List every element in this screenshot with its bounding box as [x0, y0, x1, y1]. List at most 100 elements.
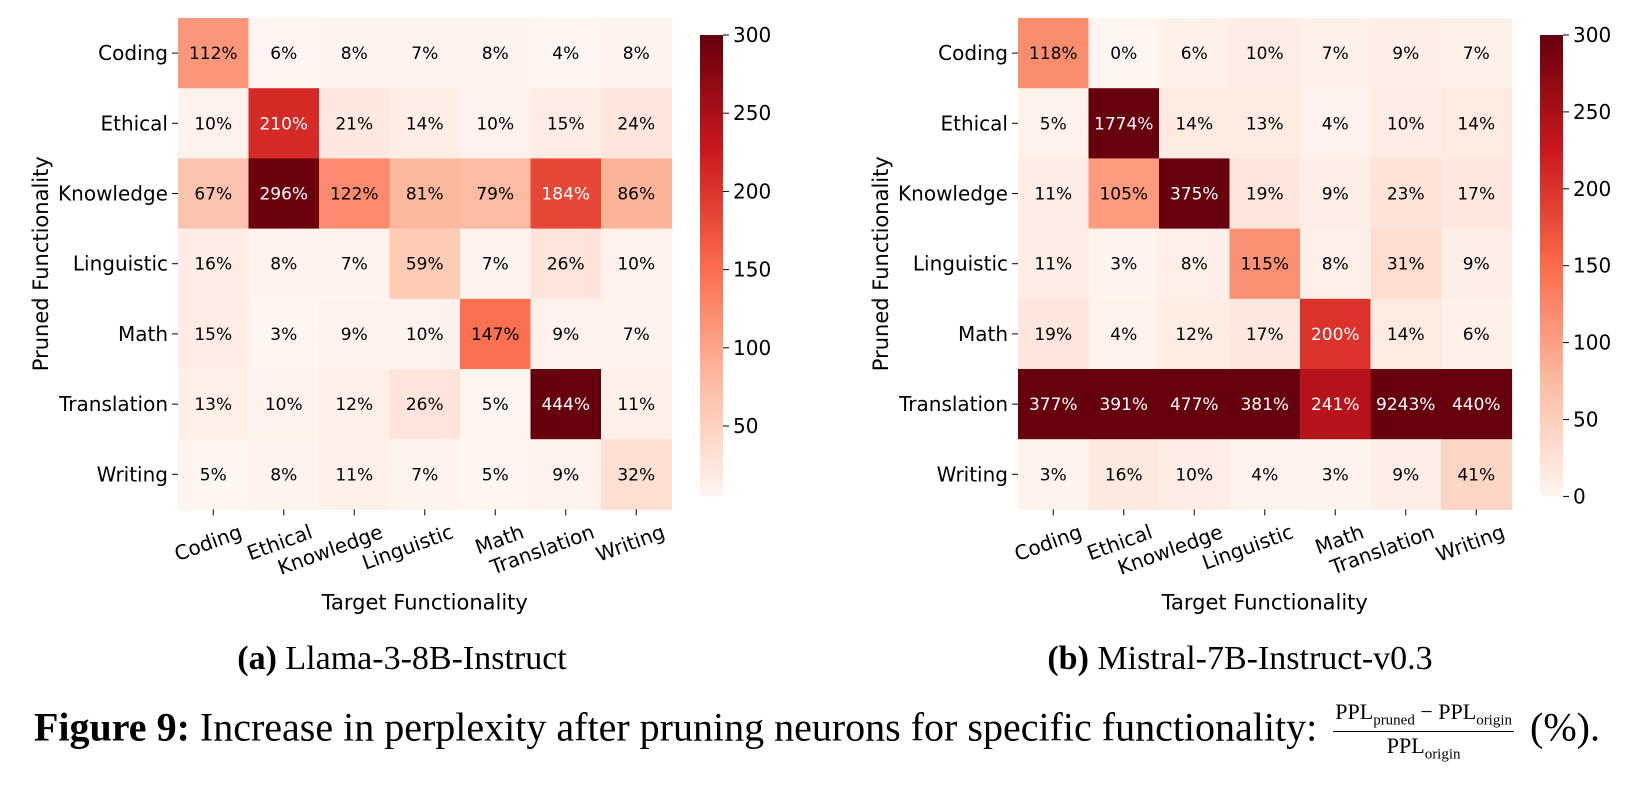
cell-value-label: 9%	[1392, 465, 1419, 485]
heatmap-cell	[389, 298, 461, 370]
heatmap-cell	[389, 88, 461, 159]
cell-value-label: 16%	[194, 255, 232, 275]
cell-value-label: 4%	[1322, 114, 1349, 134]
heatmap-cell	[460, 88, 532, 159]
colorbar-tick-label: 300	[1573, 23, 1611, 47]
heatmap-cell	[319, 369, 391, 440]
cell-value-label: 14%	[1457, 114, 1495, 134]
heatmap-cell	[248, 88, 320, 159]
cell-value-label: 8%	[482, 44, 509, 64]
heatmap-cell	[601, 228, 673, 300]
heatmap-cell	[1018, 439, 1090, 510]
caption-suffix: (%).	[1530, 704, 1600, 750]
cell-value-label: 5%	[482, 465, 509, 485]
heatmap-cell	[178, 228, 250, 300]
cell-value-label: 26%	[547, 255, 585, 275]
cell-value-label: 440%	[1452, 395, 1501, 415]
cell-value-label: 241%	[1311, 395, 1360, 415]
cell-value-label: 3%	[1040, 465, 1067, 485]
y-tick-label: Coding	[98, 41, 168, 65]
cell-value-label: 67%	[194, 185, 232, 205]
cell-value-label: 4%	[1110, 325, 1137, 345]
heatmap-cell	[1018, 228, 1090, 300]
heatmap-cell	[319, 18, 391, 89]
cell-value-label: 15%	[547, 114, 585, 134]
cell-value-label: 13%	[1246, 114, 1284, 134]
heatmap-cell	[460, 18, 532, 89]
colorbar-tick-label: 150	[733, 258, 771, 282]
heatmap-cell	[1441, 88, 1513, 159]
heatmap-b: 118% 0% 6% 10% 7% 9% 7% 5% 1774% 14% 13% 4% 10% 14% 11…	[869, 18, 1611, 614]
x-axis-label: Target Functionality	[321, 590, 528, 614]
heatmap-cell	[601, 298, 673, 370]
cell-value-label: 9%	[552, 325, 579, 345]
cell-value-label: 8%	[623, 44, 650, 64]
heatmap-cell	[1300, 298, 1372, 370]
heatmap-cell	[530, 18, 602, 89]
heatmap-cell	[1229, 88, 1301, 159]
cell-value-label: 9%	[552, 465, 579, 485]
cell-value-label: 375%	[1170, 185, 1219, 205]
cell-value-label: 9%	[1463, 255, 1490, 275]
cell-value-label: 0%	[1110, 44, 1137, 64]
cell-value-label: 5%	[200, 465, 227, 485]
cell-value-label: 112%	[189, 44, 238, 64]
subcaption-a-label: (a)	[237, 640, 277, 677]
heatmap-cell	[178, 18, 250, 89]
y-tick-label: Coding	[938, 41, 1008, 65]
cell-value-label: 7%	[1463, 44, 1490, 64]
heatmap-cell	[1018, 369, 1090, 440]
cell-value-label: 381%	[1240, 395, 1289, 415]
colorbar-tick-label: 50	[733, 414, 758, 438]
heatmap-cell	[1088, 228, 1160, 300]
heatmap-cell	[319, 298, 391, 370]
cell-value-label: 11%	[1034, 255, 1072, 275]
heatmap-cell	[319, 158, 391, 230]
heatmap-cell	[1370, 18, 1442, 89]
y-tick-label: Ethical	[100, 111, 168, 135]
heatmap-cell	[1088, 439, 1160, 510]
heatmap-cell	[1159, 158, 1231, 230]
heatmap-cell	[1300, 369, 1372, 440]
cell-value-label: 15%	[194, 325, 232, 345]
cell-value-label: 9%	[341, 325, 368, 345]
cell-value-label: 17%	[1246, 325, 1284, 345]
heatmap-cell	[389, 439, 461, 510]
cell-value-label: 31%	[1387, 255, 1425, 275]
heatmap-cell	[460, 369, 532, 440]
cell-value-label: 11%	[335, 465, 373, 485]
cell-value-label: 7%	[411, 44, 438, 64]
heatmap-cell	[1441, 439, 1513, 510]
heatmap-cell	[1300, 88, 1372, 159]
cell-value-label: 10%	[1387, 114, 1425, 134]
colorbar-tick-label: 200	[733, 179, 771, 203]
cell-value-label: 6%	[270, 44, 297, 64]
heatmap-cell	[1088, 18, 1160, 89]
colorbar	[700, 35, 723, 497]
heatmap-cell	[1370, 88, 1442, 159]
heatmap-cell	[178, 298, 250, 370]
cell-value-label: 210%	[259, 114, 308, 134]
heatmap-cell	[319, 439, 391, 510]
figure-caption: Figure 9: Increase in perplexity after p…	[0, 699, 1634, 763]
y-tick-label: Ethical	[940, 111, 1008, 135]
cell-value-label: 7%	[1322, 44, 1349, 64]
subcaption-a-title: Llama-3-8B-Instruct	[285, 640, 567, 677]
heatmap-cell	[248, 228, 320, 300]
heatmap-cell	[1159, 298, 1231, 370]
cell-value-label: 10%	[265, 395, 303, 415]
cell-value-label: 8%	[270, 465, 297, 485]
cell-value-label: 4%	[552, 44, 579, 64]
cell-value-label: 10%	[194, 114, 232, 134]
colorbar-tick-label: 150	[1573, 254, 1611, 278]
heatmap-cell	[389, 228, 461, 300]
x-tick-label: Coding	[1011, 520, 1085, 566]
heatmap-cell	[530, 369, 602, 440]
y-tick-label: Translation	[58, 392, 168, 416]
heatmap-cell	[389, 18, 461, 89]
cell-value-label: 19%	[1246, 185, 1284, 205]
cell-value-label: 41%	[1457, 465, 1495, 485]
heatmap-cell	[1229, 369, 1301, 440]
cell-value-label: 296%	[259, 185, 308, 205]
colorbar	[1540, 35, 1563, 497]
